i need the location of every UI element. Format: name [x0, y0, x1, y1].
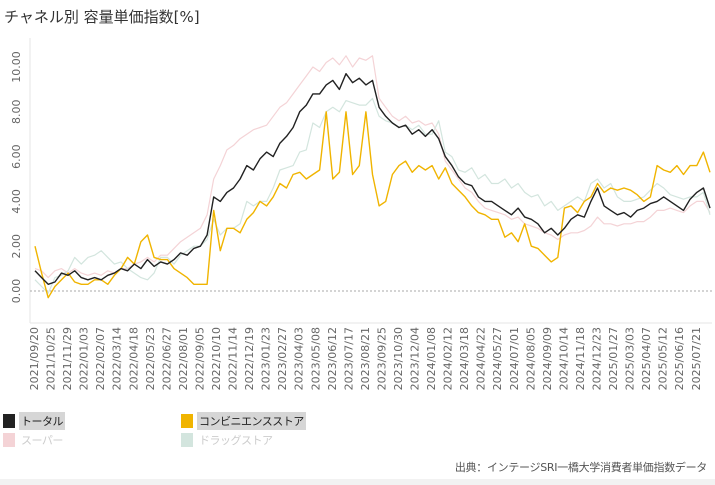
bottom-bar	[0, 479, 715, 485]
x-tick-label: 2025/06/16	[673, 327, 686, 390]
x-tick-label: 2022/10/10	[210, 327, 223, 390]
y-tick-label: 0.00	[10, 279, 23, 304]
y-tick-label: 2.00	[10, 234, 23, 259]
x-tick-label: 2023/07/17	[342, 327, 355, 390]
x-tick-label: 2021/10/25	[45, 327, 58, 390]
x-tick-label: 2023/08/21	[359, 327, 372, 390]
x-tick-label: 2021/11/29	[61, 327, 74, 390]
legend-item-convenience-store[interactable]: コンビニエンスストア	[181, 412, 306, 430]
x-tick-label: 2023/05/08	[309, 327, 322, 390]
x-tick-label: 2022/11/14	[227, 327, 240, 390]
x-tick-label: 2024/05/27	[491, 327, 504, 390]
x-tick-label: 2022/02/07	[94, 327, 107, 390]
y-tick-label: 8.00	[10, 100, 23, 125]
x-tick-label: 2024/01/08	[425, 327, 438, 390]
legend-swatch	[181, 433, 193, 447]
chart-title: チャネル別 容量単価指数[%]	[4, 8, 200, 26]
x-tick-label: 2024/03/18	[458, 327, 471, 390]
legend-label: トータル	[19, 412, 65, 430]
x-tick-label: 2023/01/23	[260, 327, 273, 390]
x-tick-label: 2022/08/01	[177, 327, 190, 390]
x-tick-label: 2024/09/09	[541, 327, 554, 390]
x-tick-label: 2023/04/03	[293, 327, 306, 390]
series-line-supermarket	[34, 55, 711, 279]
x-tick-label: 2022/06/27	[160, 327, 173, 390]
x-tick-label: 2023/12/04	[409, 327, 422, 390]
x-tick-label: 2022/03/14	[111, 327, 124, 390]
x-tick-label: 2025/01/27	[607, 327, 620, 390]
legend-label: コンビニエンスストア	[197, 412, 306, 430]
x-tick-label: 2022/09/05	[193, 327, 206, 390]
x-tick-label: 2023/09/25	[375, 327, 388, 390]
series-line-drugstore	[34, 97, 711, 294]
x-tick-label: 2022/05/23	[144, 327, 157, 390]
legend-label: スーパー	[21, 434, 63, 447]
x-tick-label: 2022/04/18	[127, 327, 140, 390]
legend-label: ドラッグストア	[199, 434, 273, 447]
x-tick-label: 2025/04/07	[640, 327, 653, 390]
x-tick-label: 2024/04/22	[475, 327, 488, 390]
x-tick-label: 2021/09/20	[28, 327, 41, 390]
y-tick-label: 4.00	[10, 189, 23, 214]
x-tick-label: 2022/12/19	[243, 327, 256, 390]
series-line-convenience-store	[34, 111, 711, 299]
x-tick-label: 2024/02/12	[442, 327, 455, 390]
x-tick-label: 2022/01/03	[78, 327, 91, 390]
y-tick-label: 6.00	[10, 144, 23, 169]
y-tick-label: 10.00	[10, 51, 23, 83]
x-tick-label: 2024/11/18	[574, 327, 587, 390]
x-tick-label: 2024/07/01	[508, 327, 521, 390]
x-tick-label: 2025/05/12	[657, 327, 670, 390]
x-tick-label: 2023/10/30	[392, 327, 405, 390]
source-note: 出典：インテージSRI一橋大学消費者単価指数データ	[454, 461, 707, 474]
x-tick-label: 2023/02/27	[276, 327, 289, 390]
x-tick-label: 2025/07/21	[690, 327, 703, 390]
x-tick-label: 2023/06/12	[326, 327, 339, 390]
series-line-total	[34, 72, 711, 285]
legend-swatch	[3, 433, 15, 447]
legend-swatch	[3, 414, 15, 428]
legend-swatch	[181, 414, 193, 428]
legend-item-supermarket[interactable]: スーパー	[3, 432, 65, 448]
x-tick-label: 2024/12/23	[591, 327, 604, 390]
legend-item-drugstore[interactable]: ドラッグストア	[181, 432, 275, 448]
x-tick-label: 2025/03/03	[624, 327, 637, 390]
x-tick-label: 2024/08/05	[524, 327, 537, 390]
x-tick-label: 2024/10/14	[557, 327, 570, 390]
legend-item-total[interactable]: トータル	[3, 412, 65, 430]
